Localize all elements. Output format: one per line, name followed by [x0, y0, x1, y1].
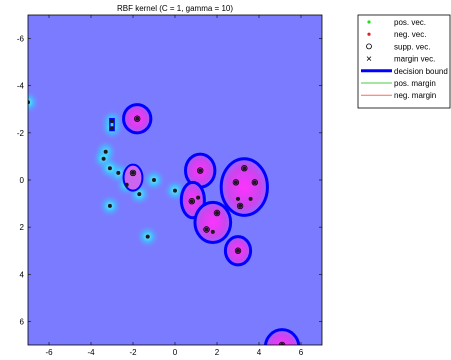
support-vector	[232, 179, 240, 186]
positive-point	[101, 156, 106, 161]
y-tick-label: -2	[17, 129, 25, 138]
positive-point	[107, 203, 112, 208]
legend-label: decision bound	[394, 67, 448, 76]
support-vector	[203, 226, 210, 233]
legend-box	[357, 14, 451, 109]
legend-label: neg. vec.	[394, 30, 426, 39]
legend-marker	[366, 56, 372, 61]
negative-point	[236, 248, 240, 253]
y-tick-label: 2	[20, 223, 25, 232]
negative-point	[242, 166, 247, 171]
decision-boundary	[219, 157, 269, 217]
legend-item: pos. vec.	[367, 18, 426, 27]
legend-item: neg. margin	[361, 91, 436, 100]
decision-boundary	[122, 163, 144, 192]
plot-area: -6 -4 -2 0 2 4 6 -6 -4 -2 0 2 4 6	[17, 14, 323, 357]
legend-marker	[367, 32, 371, 36]
legend-label: supp. vec.	[394, 42, 430, 51]
legend-item: supp. vec.	[366, 42, 430, 51]
support-vector	[133, 115, 141, 122]
positive-point	[28, 100, 30, 105]
negative-point	[233, 180, 238, 185]
points-layer	[28, 100, 286, 345]
decision-boundary	[109, 117, 115, 132]
x-tick-label: 6	[299, 348, 304, 357]
y-tick-label: 4	[20, 270, 25, 279]
decision-boundary	[263, 328, 301, 345]
legend-label: pos. vec.	[394, 18, 426, 27]
negative-point	[238, 203, 243, 208]
legend-item: pos. margin	[361, 79, 436, 88]
x-tick-label: -2	[129, 348, 137, 357]
legend-item: margin vec.	[366, 55, 435, 64]
positive-point	[152, 178, 156, 182]
positive-point	[103, 149, 108, 154]
support-vector	[234, 247, 242, 254]
negative-point	[280, 343, 285, 345]
negative-point	[204, 227, 209, 232]
legend: pos. vec. neg. vec. supp. vec. margin vec. d…	[357, 14, 451, 109]
positive-point	[196, 195, 201, 200]
x-tick-label: 4	[257, 348, 262, 357]
support-vector	[129, 169, 137, 177]
support-vector	[188, 198, 195, 205]
negative-point	[135, 116, 140, 121]
support-vector	[251, 179, 258, 186]
positive-point	[124, 182, 129, 187]
positive-point	[107, 166, 112, 171]
positive-point	[110, 119, 114, 124]
positive-point	[110, 126, 114, 131]
positive-point	[173, 188, 177, 193]
negative-point	[198, 168, 203, 173]
y-tick-label: 6	[20, 317, 25, 326]
negative-point	[189, 199, 194, 204]
negative-point	[210, 229, 215, 234]
legend-label: margin vec.	[394, 55, 435, 64]
positive-point	[145, 234, 150, 239]
positive-point	[131, 170, 135, 175]
support-vector	[278, 341, 286, 345]
support-vector	[196, 167, 204, 174]
axis-ticks: -6 -4 -2 0 2 4 6 -6 -4 -2 0 2 4 6	[17, 15, 322, 357]
positive-point	[137, 192, 142, 197]
x-tick-label: 0	[173, 348, 178, 357]
legend-label: pos. margin	[394, 79, 436, 88]
negative-point	[252, 180, 257, 185]
positive-point	[116, 170, 121, 175]
y-tick-label: 0	[20, 176, 25, 185]
x-tick-label: 2	[215, 348, 220, 357]
x-tick-label: -6	[45, 348, 53, 357]
support-vector	[236, 202, 244, 210]
glow	[28, 90, 40, 115]
decision-boundary	[193, 200, 233, 244]
chart-title: RBF kernel (C = 1, gamma = 10)	[117, 4, 233, 13]
y-tick-label: -4	[17, 82, 25, 91]
x-tick-label: -4	[87, 348, 95, 357]
support-vector	[213, 209, 221, 217]
positive-point	[236, 196, 240, 201]
negative-point	[215, 211, 219, 215]
support-vector	[241, 165, 248, 172]
legend-marker	[366, 43, 372, 50]
legend-item: neg. vec.	[367, 30, 426, 39]
legend-item: decision bound	[361, 67, 448, 76]
legend-label: neg. margin	[394, 91, 436, 100]
legend-marker	[367, 20, 371, 24]
y-tick-label: -6	[17, 35, 25, 44]
negative-point	[248, 196, 253, 201]
